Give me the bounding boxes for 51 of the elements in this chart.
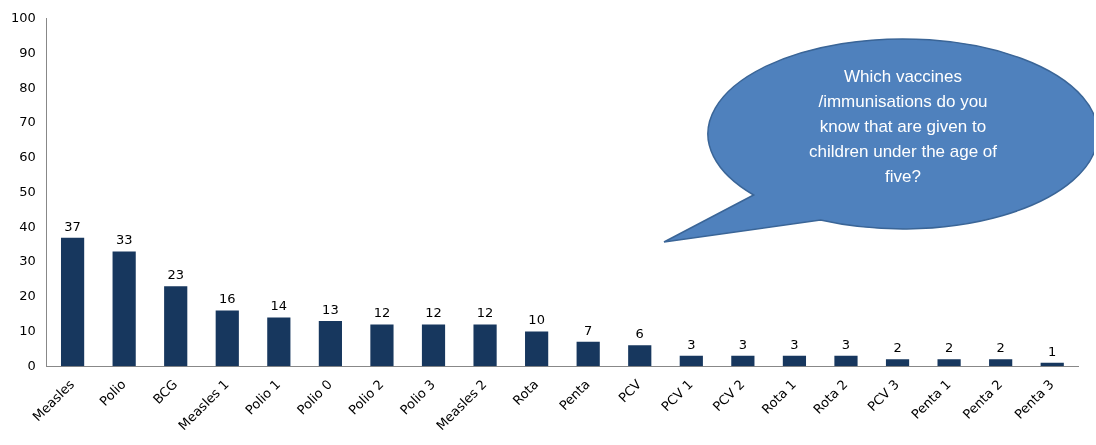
- y-tick-label: 80: [19, 79, 36, 95]
- data-label: 12: [476, 305, 494, 321]
- bar: [782, 355, 807, 367]
- bar: [989, 359, 1013, 367]
- data-label: 12: [373, 305, 391, 321]
- data-label: 7: [584, 322, 593, 338]
- bar: [267, 317, 291, 367]
- bar: [834, 355, 858, 367]
- bar: [60, 237, 85, 367]
- data-label: 10: [528, 312, 545, 328]
- data-label: 2: [944, 340, 954, 356]
- data-label: 23: [167, 267, 184, 283]
- y-tick-label: 100: [10, 10, 36, 26]
- bar: [937, 359, 961, 367]
- bar: [576, 341, 600, 367]
- y-tick-label: 10: [19, 322, 36, 338]
- data-label: 2: [893, 340, 902, 356]
- bar: [473, 324, 497, 367]
- data-label: 3: [790, 336, 799, 352]
- y-tick-label: 30: [19, 253, 36, 269]
- data-label: 16: [219, 291, 236, 307]
- y-tick-label: 20: [19, 288, 36, 304]
- data-label: 3: [841, 336, 851, 352]
- bar: [628, 345, 652, 367]
- bar: [731, 355, 755, 367]
- bar: [215, 310, 239, 367]
- data-label: 12: [425, 305, 442, 321]
- data-label: 2: [996, 340, 1005, 356]
- bar: [318, 321, 342, 367]
- y-tick-label: 60: [19, 149, 36, 165]
- data-label: 37: [64, 218, 81, 234]
- y-tick-label: 90: [19, 44, 36, 60]
- data-label: 14: [270, 298, 288, 314]
- bar: [370, 324, 394, 367]
- y-tick-label: 50: [19, 183, 36, 199]
- y-tick-label: 70: [19, 114, 36, 130]
- bar: [421, 324, 446, 367]
- bar: [164, 286, 188, 367]
- bar: [885, 359, 910, 367]
- data-label: 6: [635, 326, 644, 342]
- y-tick-label: 40: [19, 218, 36, 234]
- bar: [525, 331, 549, 367]
- bar: [112, 251, 136, 367]
- data-label: 3: [687, 336, 696, 352]
- annotation: Which vaccines /immunisations do you know that are given to children under the age of five?: [807, 66, 999, 188]
- data-label: 1: [1048, 343, 1057, 359]
- data-label: 33: [115, 232, 133, 248]
- data-label: 13: [322, 301, 339, 317]
- data-label: 3: [738, 336, 747, 352]
- bar: [679, 355, 703, 367]
- y-tick-label: 0: [27, 357, 36, 373]
